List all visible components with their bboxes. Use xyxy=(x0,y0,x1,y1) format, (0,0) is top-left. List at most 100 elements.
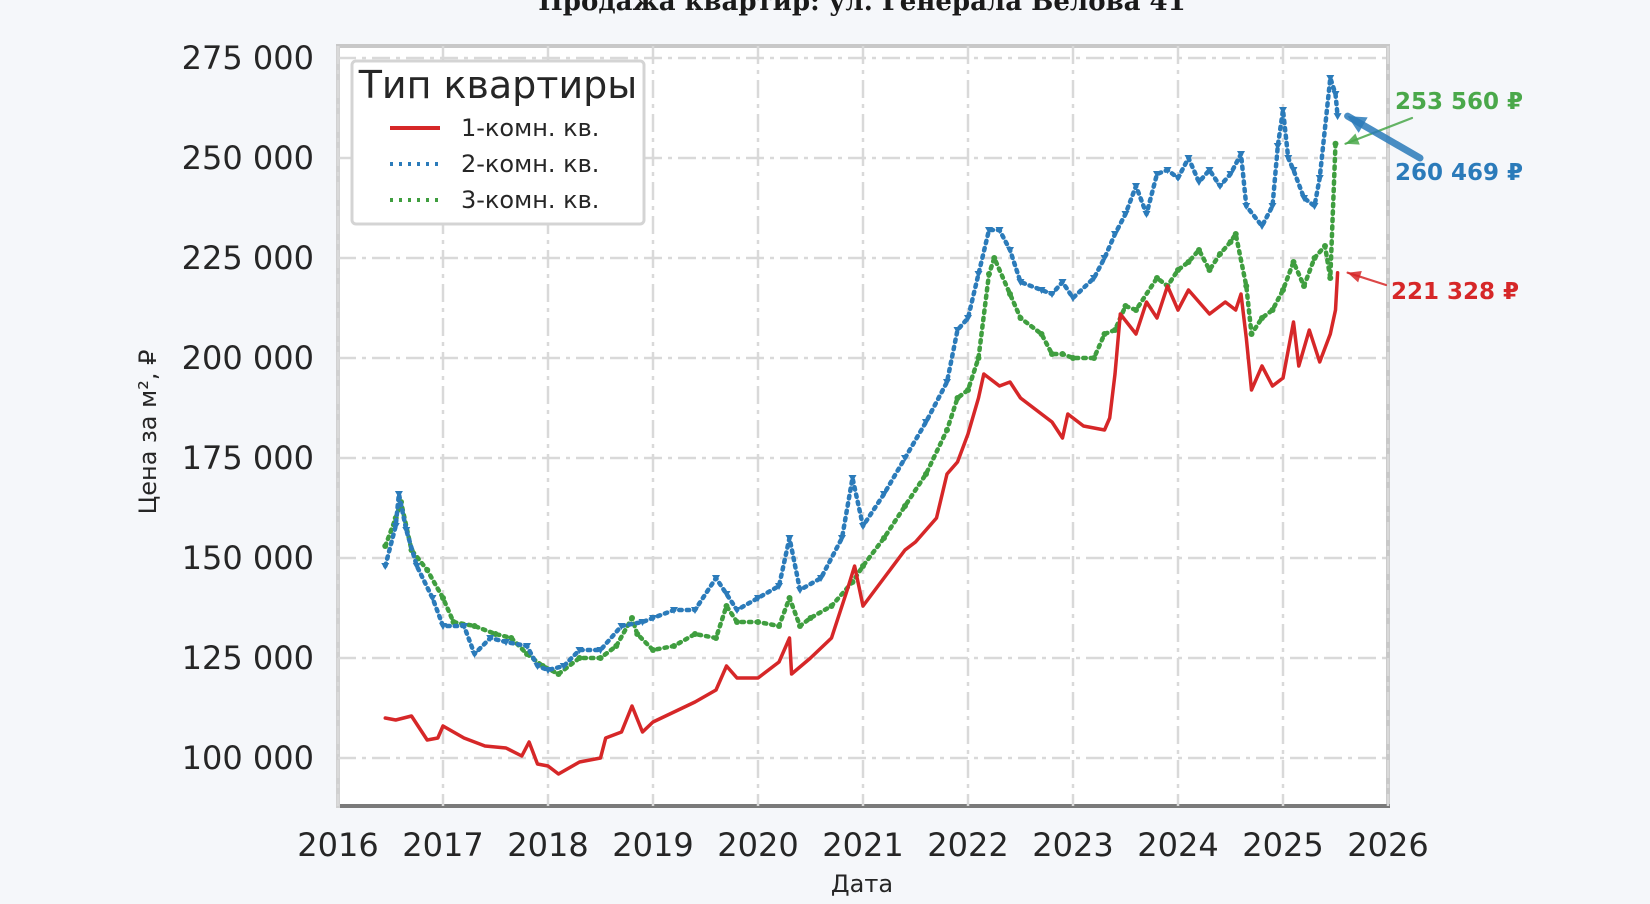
annotation-arrow-head xyxy=(1347,270,1362,283)
series-point xyxy=(796,587,804,594)
series-point xyxy=(1279,107,1287,114)
series-point xyxy=(1269,307,1276,313)
series-point xyxy=(1232,231,1239,237)
x-tick-label: 2019 xyxy=(612,826,693,864)
series-point xyxy=(1327,275,1334,281)
series-point xyxy=(1007,291,1013,297)
series-point xyxy=(691,607,699,614)
series-point xyxy=(1315,175,1324,182)
series-point xyxy=(786,595,793,601)
annotation-arrow-head xyxy=(1347,116,1368,133)
series-point xyxy=(428,595,437,602)
y-tick-label: 100 000 xyxy=(182,739,314,777)
series-point xyxy=(723,603,730,609)
series-point xyxy=(1070,355,1076,361)
series-point xyxy=(1038,331,1045,337)
series-point xyxy=(555,671,562,677)
series-point xyxy=(402,527,411,534)
series-point xyxy=(817,575,825,582)
series-point xyxy=(964,315,972,322)
series-point xyxy=(1184,155,1193,162)
series-point xyxy=(755,619,761,625)
series-point xyxy=(1142,211,1151,218)
series-point xyxy=(394,491,403,498)
series-point xyxy=(1006,247,1014,254)
series-point xyxy=(1175,267,1181,273)
y-tick-label: 275 000 xyxy=(182,39,314,77)
series-point xyxy=(1300,195,1308,202)
series-point xyxy=(502,639,510,646)
series-point xyxy=(1100,255,1109,262)
series-point xyxy=(1153,171,1161,178)
series-point xyxy=(576,655,583,661)
series-point xyxy=(533,663,542,670)
series-point xyxy=(559,663,568,670)
series-point xyxy=(1133,307,1139,313)
series-point xyxy=(1101,331,1108,337)
series-point xyxy=(1290,259,1297,265)
series-point xyxy=(860,563,866,569)
series-3 xyxy=(382,140,1339,677)
series-point xyxy=(1332,140,1339,147)
x-tick-label: 2017 xyxy=(402,826,483,864)
annotation-2: 260 469 ₽ xyxy=(1344,112,1523,186)
series-point xyxy=(776,623,782,629)
y-tick-label: 250 000 xyxy=(182,139,314,177)
series-point xyxy=(1333,113,1342,121)
series-point xyxy=(391,523,400,530)
series-point xyxy=(1206,267,1213,273)
legend: Тип квартиры 1-комн. кв. 2-комн. кв. 3-ком… xyxy=(350,59,646,226)
series-point xyxy=(954,395,961,401)
series-point xyxy=(1154,275,1160,281)
series-point xyxy=(838,535,846,542)
series-point xyxy=(440,595,446,601)
series-point xyxy=(1248,331,1255,337)
series-point xyxy=(754,595,762,602)
series-point xyxy=(985,227,993,234)
series-point xyxy=(1322,243,1328,249)
series-point xyxy=(733,607,741,614)
series-point xyxy=(1284,155,1293,162)
series-point xyxy=(1132,183,1140,190)
series-point xyxy=(1059,351,1066,357)
series-point xyxy=(1163,167,1172,174)
series-point xyxy=(670,607,678,614)
series-point xyxy=(629,615,635,621)
series-point xyxy=(439,623,447,630)
series-point xyxy=(638,619,647,626)
series-point xyxy=(1258,223,1266,230)
series-point xyxy=(1216,183,1224,190)
series-point xyxy=(650,647,656,653)
annotation-label: 253 560 ₽ xyxy=(1395,89,1523,115)
series-point xyxy=(1037,287,1046,294)
series-point xyxy=(881,535,887,541)
series-point xyxy=(470,651,479,658)
chart-title: Продажа квартир: ул. Генерала Белова 41 xyxy=(538,0,1185,17)
series-point xyxy=(1069,295,1077,302)
y-tick-label: 225 000 xyxy=(182,239,314,277)
legend-items: 1-комн. кв. 2-комн. кв. 3-комн. кв. xyxy=(390,114,599,214)
series-point xyxy=(953,327,962,334)
series-point xyxy=(1112,327,1118,333)
series-point xyxy=(775,583,783,590)
series-point xyxy=(596,647,605,654)
x-tick-label: 2020 xyxy=(717,826,798,864)
x-axis-label: Дата xyxy=(831,870,893,898)
x-tick-label: 2021 xyxy=(822,826,903,864)
series-point xyxy=(671,643,677,649)
series-point xyxy=(965,387,971,393)
legend-label: 2-комн. кв. xyxy=(461,150,599,178)
legend-item-2: 2-комн. кв. xyxy=(390,150,599,178)
series-point xyxy=(424,567,431,573)
series-point xyxy=(1205,167,1214,174)
annotation-arrow-head xyxy=(1345,133,1360,145)
legend-item-1: 1-комн. кв. xyxy=(390,114,599,142)
series-point xyxy=(713,635,719,641)
series-point xyxy=(1174,175,1182,182)
series-point xyxy=(471,623,478,629)
series-point xyxy=(613,643,620,649)
series-point xyxy=(712,575,720,582)
x-tick-label: 2023 xyxy=(1032,826,1113,864)
series-point xyxy=(1111,231,1119,238)
